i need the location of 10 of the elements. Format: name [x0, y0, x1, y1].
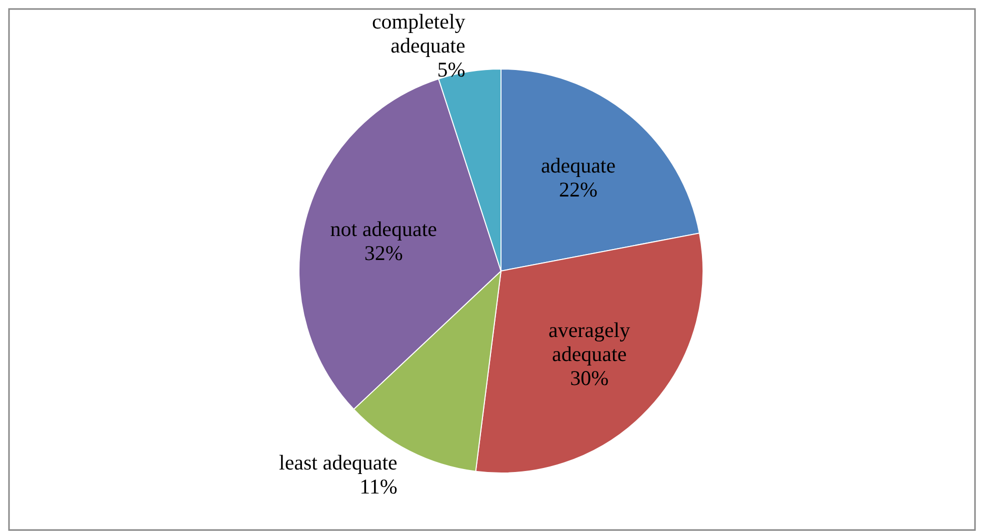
data-label: 5%: [437, 58, 466, 82]
slice-label: completely adequate: [372, 10, 466, 58]
slice-label: not adequate: [330, 216, 437, 241]
slice-label: averagely adequate: [548, 318, 631, 366]
data-label: 30%: [570, 366, 609, 390]
data-label: 11%: [360, 474, 398, 498]
data-label: 22%: [559, 178, 598, 202]
slice-label: adequate: [540, 154, 616, 178]
slice-label: least adequate: [279, 450, 398, 474]
data-label: 32%: [364, 240, 403, 265]
